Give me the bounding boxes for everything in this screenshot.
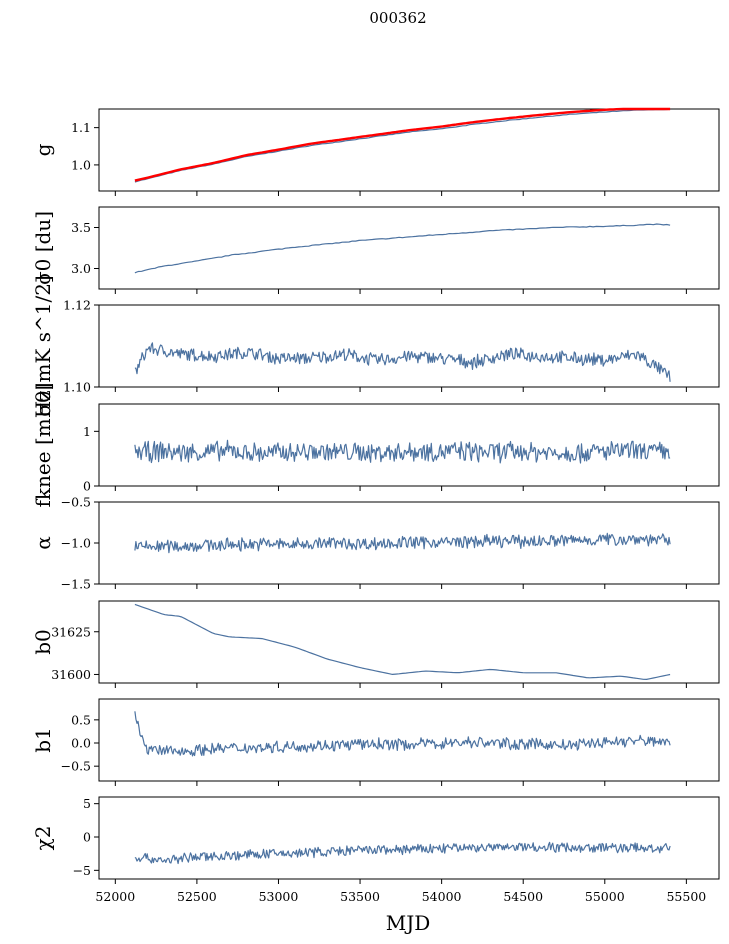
y-tick-label: 0.5: [71, 712, 91, 727]
y-tick-label: 0: [83, 830, 91, 845]
panel-frame: [98, 698, 720, 782]
y-axis-label: fknee [mHz]: [31, 383, 55, 508]
series-fknee: [134, 439, 671, 464]
y-axis-label: α: [31, 536, 55, 550]
panel-fknee: 0 1 fknee [mHz]: [31, 383, 720, 508]
y-axis-label: σ0 [du]: [31, 211, 55, 285]
y-tick-label: 1.1: [71, 120, 91, 135]
x-tick-label: 55000: [585, 889, 625, 904]
y-axis-label: b0: [31, 629, 55, 655]
panel-frame: [98, 304, 720, 388]
series-sigma0: [134, 223, 671, 274]
y-axis-label: χ2: [31, 826, 55, 851]
y-tick-label: 3.5: [71, 220, 91, 235]
x-axis: 52000 52500 53000 53500 54000 54500 55000 55500: [95, 889, 706, 904]
y-tick-label: 0.0: [71, 736, 91, 751]
y-tick-label: 31600: [51, 667, 91, 682]
series-b1: [134, 711, 671, 757]
panel-frame: [98, 403, 720, 487]
panel-g: 1.0 1.1 g: [31, 107, 720, 196]
series-fit: [134, 107, 671, 182]
y-axis-label: g: [31, 143, 55, 156]
y-tick-label: 5: [83, 796, 91, 811]
x-axis-label: MJD: [386, 911, 431, 935]
y-tick-label: −1.0: [61, 536, 91, 551]
series-sigma0_mK: [134, 342, 671, 382]
panel-frame: [98, 600, 720, 684]
panel-alpha: −1.5 −1.0 −0.5 α: [31, 495, 720, 592]
y-tick-label: −5: [73, 863, 91, 878]
y-tick-label: −0.5: [61, 759, 91, 774]
series-alpha: [134, 532, 671, 554]
panel-chi2: −5 0 5 χ2: [31, 796, 720, 884]
panels: 1.0 1.1 g 3.0 3.5 σ0 [du] 1.10 1.12 σ0[mK s^1/2]…: [31, 107, 720, 884]
y-axis-label: σ0[mK s^1/2]: [31, 275, 55, 416]
x-tick-label: 52000: [95, 889, 135, 904]
y-tick-label: 1.12: [63, 298, 91, 313]
x-tick-label: 52500: [177, 889, 217, 904]
x-tick-label: 54500: [503, 889, 543, 904]
panel-sigma0_du: 3.0 3.5 σ0 [du]: [31, 206, 720, 294]
panel-b1: −0.5 0.0 0.5 b1: [31, 698, 720, 786]
x-tick-label: 53000: [259, 889, 299, 904]
y-tick-label: 1: [83, 424, 91, 439]
y-tick-label: −0.5: [61, 495, 91, 510]
panel-frame: [98, 206, 720, 290]
series-chi2: [134, 841, 671, 865]
series-b0: [134, 603, 671, 681]
y-tick-label: 3.0: [71, 261, 91, 276]
chart-title: 000362: [369, 9, 426, 27]
y-tick-label: 0: [83, 479, 91, 494]
y-tick-label: 1.10: [63, 380, 91, 395]
panel-frame: [98, 108, 720, 192]
y-tick-label: 31625: [51, 624, 91, 639]
y-tick-label: −1.5: [61, 577, 91, 592]
y-tick-label: 1.0: [71, 157, 91, 172]
panel-sigma0_mK: 1.10 1.12 σ0[mK s^1/2]: [31, 275, 720, 417]
x-tick-label: 53500: [340, 889, 380, 904]
y-axis-label: b1: [31, 727, 55, 753]
x-tick-label: 55500: [666, 889, 706, 904]
x-tick-label: 54000: [422, 889, 462, 904]
panel-frame: [98, 796, 720, 880]
series-g: [134, 108, 671, 183]
